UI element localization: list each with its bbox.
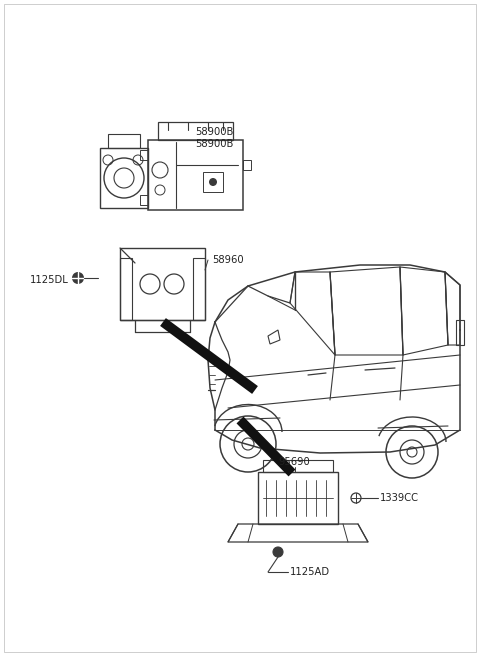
Text: 1125AD: 1125AD <box>290 567 330 577</box>
Text: 58960: 58960 <box>212 255 244 265</box>
Text: 1125DL: 1125DL <box>30 275 69 285</box>
Bar <box>140 195 148 205</box>
Bar <box>120 258 132 320</box>
Bar <box>243 160 251 170</box>
Circle shape <box>72 272 84 284</box>
Bar <box>263 460 333 472</box>
Bar <box>140 150 148 160</box>
Text: 58900B: 58900B <box>195 127 233 137</box>
Bar <box>203 172 223 192</box>
Bar <box>193 258 205 320</box>
Bar <box>148 140 243 210</box>
Bar <box>100 148 148 208</box>
Bar <box>158 122 233 140</box>
Text: 95690: 95690 <box>278 457 310 467</box>
Bar <box>456 320 464 345</box>
Circle shape <box>209 178 217 186</box>
Text: 58900B: 58900B <box>195 139 233 149</box>
Bar <box>108 134 140 148</box>
Circle shape <box>273 547 283 557</box>
Bar <box>120 248 205 320</box>
Bar <box>258 472 338 524</box>
Text: 1339CC: 1339CC <box>380 493 419 503</box>
